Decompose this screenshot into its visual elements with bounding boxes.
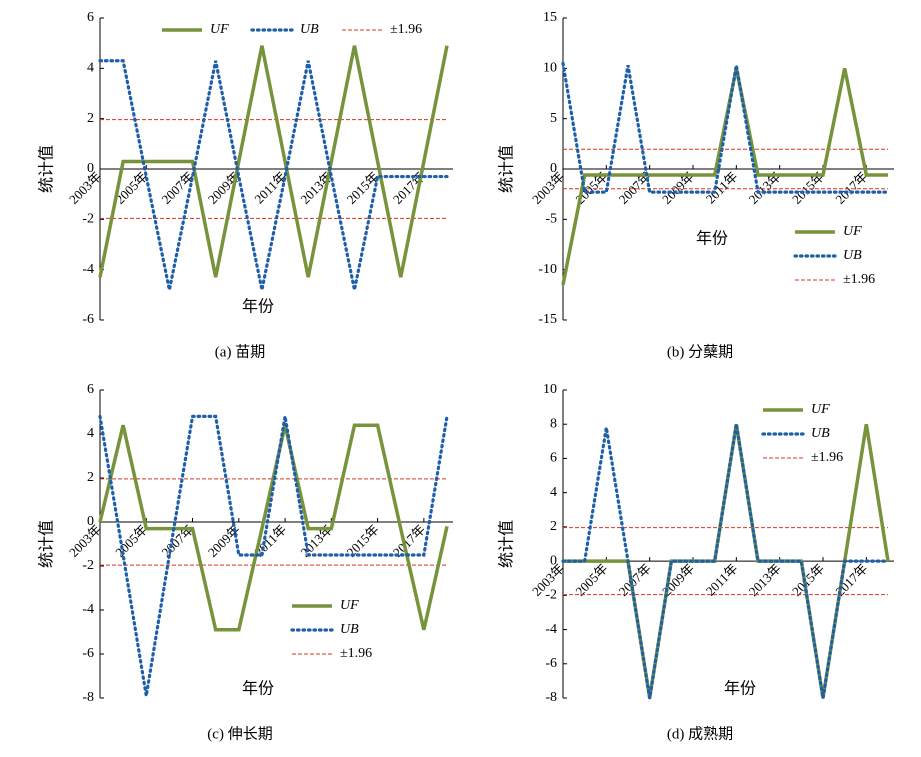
y-axis-label: 统计值 bbox=[498, 520, 516, 568]
x-tick-label: 2007年 bbox=[159, 169, 197, 207]
x-tick-label: 2013年 bbox=[746, 561, 784, 599]
y-tick-label: 0 bbox=[550, 553, 557, 568]
y-tick-label: 6 bbox=[87, 382, 94, 397]
y-tick-label: -2 bbox=[545, 588, 557, 603]
y-tick-label: -8 bbox=[545, 690, 557, 705]
y-axis-label: 统计值 bbox=[38, 145, 56, 193]
y-tick-label: 4 bbox=[87, 61, 94, 76]
legend-label: ±1.96 bbox=[390, 22, 422, 37]
x-tick-label: 2003年 bbox=[529, 169, 567, 207]
y-tick-label: 15 bbox=[543, 10, 557, 25]
y-tick-label: -10 bbox=[538, 262, 557, 277]
series-line bbox=[98, 414, 449, 697]
x-axis-label: 年份 bbox=[724, 680, 756, 698]
legend-label: UB bbox=[811, 426, 830, 441]
legend-label: ±1.96 bbox=[811, 450, 843, 465]
legend-label: UB bbox=[340, 622, 359, 637]
caption: (d) 成熟期 bbox=[667, 725, 733, 742]
y-tick-label: -8 bbox=[82, 690, 94, 705]
caption: (c) 伸长期 bbox=[207, 725, 272, 742]
caption: (a) 苗期 bbox=[215, 343, 265, 360]
y-tick-label: -6 bbox=[82, 312, 94, 327]
x-axis-label: 年份 bbox=[242, 298, 274, 316]
y-tick-label: 0 bbox=[550, 161, 557, 176]
y-tick-label: 0 bbox=[87, 514, 94, 529]
y-tick-label: 8 bbox=[550, 416, 557, 431]
x-axis-label: 年份 bbox=[242, 680, 274, 698]
y-tick-label: 2 bbox=[550, 519, 557, 534]
legend-label: UF bbox=[210, 22, 229, 37]
x-tick-label: 2003年 bbox=[66, 522, 104, 560]
y-axis-label: 统计值 bbox=[498, 145, 516, 193]
legend-label: ±1.96 bbox=[843, 272, 875, 287]
y-tick-label: 10 bbox=[543, 61, 557, 76]
series-line bbox=[561, 423, 890, 699]
x-tick-label: 2005年 bbox=[572, 561, 610, 599]
legend-label: UB bbox=[300, 22, 319, 37]
x-axis-label: 年份 bbox=[696, 230, 728, 248]
caption: (b) 分蘖期 bbox=[667, 343, 733, 360]
y-tick-label: 2 bbox=[87, 111, 94, 126]
y-tick-label: -4 bbox=[82, 262, 94, 277]
legend-label: UF bbox=[811, 402, 830, 417]
y-tick-label: -15 bbox=[538, 312, 557, 327]
x-tick-label: 2015年 bbox=[344, 169, 382, 207]
series-line bbox=[561, 61, 890, 194]
y-tick-label: 5 bbox=[550, 111, 557, 126]
legend-label: UB bbox=[843, 248, 862, 263]
y-tick-label: 6 bbox=[550, 451, 557, 466]
y-tick-label: 4 bbox=[87, 426, 94, 441]
x-tick-label: 2011年 bbox=[703, 561, 741, 599]
x-tick-label: 2011年 bbox=[251, 169, 289, 207]
y-tick-label: -4 bbox=[82, 602, 94, 617]
y-tick-label: 0 bbox=[87, 161, 94, 176]
legend-label: UF bbox=[340, 598, 359, 613]
y-tick-label: -6 bbox=[545, 656, 557, 671]
y-tick-label: -2 bbox=[82, 212, 94, 227]
y-tick-label: 4 bbox=[550, 485, 557, 500]
x-tick-label: 2003年 bbox=[66, 169, 104, 207]
y-axis-label: 统计值 bbox=[38, 520, 56, 568]
series-line bbox=[98, 45, 449, 278]
y-tick-label: 10 bbox=[543, 382, 557, 397]
y-tick-label: -5 bbox=[545, 212, 557, 227]
series-line bbox=[98, 59, 449, 291]
y-tick-label: -4 bbox=[545, 622, 557, 637]
legend-label: ±1.96 bbox=[340, 646, 372, 661]
y-tick-label: -2 bbox=[82, 558, 94, 573]
y-tick-label: 2 bbox=[87, 470, 94, 485]
y-tick-label: 6 bbox=[87, 10, 94, 25]
legend-label: UF bbox=[843, 224, 862, 239]
y-tick-label: -6 bbox=[82, 646, 94, 661]
